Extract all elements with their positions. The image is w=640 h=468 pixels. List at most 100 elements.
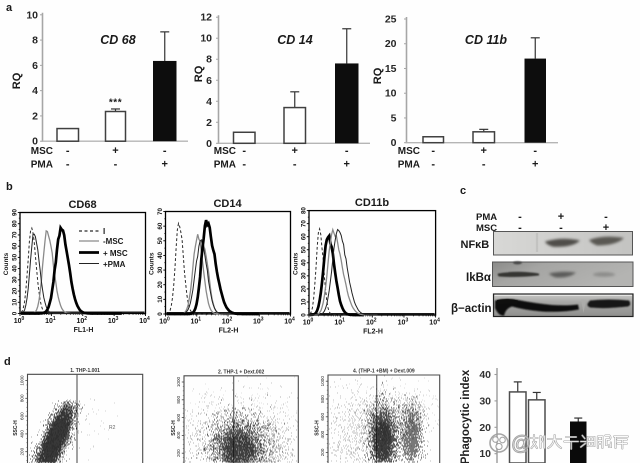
svg-text:15: 15 xyxy=(385,63,397,75)
svg-text:RQ: RQ xyxy=(193,65,205,82)
svg-text:+: + xyxy=(603,222,609,234)
svg-text:IkBα: IkBα xyxy=(466,272,491,284)
svg-text:Counts: Counts xyxy=(149,252,156,275)
svg-text:-: - xyxy=(431,159,435,171)
svg-text:40: 40 xyxy=(157,251,164,258)
svg-text:30: 30 xyxy=(12,276,19,283)
svg-text:c: c xyxy=(460,185,466,197)
svg-text:SSC-H: SSC-H xyxy=(315,420,321,436)
svg-text:104: 104 xyxy=(429,318,440,327)
svg-text:102: 102 xyxy=(222,317,233,326)
svg-text:1000: 1000 xyxy=(320,376,325,387)
svg-text:103: 103 xyxy=(398,318,409,327)
svg-text:+ MSC: + MSC xyxy=(103,249,128,258)
svg-text:10: 10 xyxy=(301,298,308,305)
svg-text:50: 50 xyxy=(12,253,19,260)
svg-text:6: 6 xyxy=(206,75,212,87)
svg-text:101: 101 xyxy=(190,317,201,326)
svg-text:2. THP-1 + Dext.002: 2. THP-1 + Dext.002 xyxy=(218,369,264,375)
svg-text:8: 8 xyxy=(206,54,212,66)
svg-text:101: 101 xyxy=(334,318,345,327)
svg-text:6: 6 xyxy=(32,60,38,72)
svg-text:-: - xyxy=(518,211,522,223)
svg-text:103: 103 xyxy=(253,317,264,326)
svg-text:-: - xyxy=(163,145,167,157)
svg-text:RQ: RQ xyxy=(11,72,23,89)
svg-text:30: 30 xyxy=(157,266,164,273)
svg-text:CD 14: CD 14 xyxy=(277,33,312,47)
svg-text:200: 200 xyxy=(20,447,25,455)
svg-text:MSC: MSC xyxy=(476,223,497,234)
svg-text:0: 0 xyxy=(301,313,308,317)
svg-text:1000: 1000 xyxy=(176,376,181,387)
svg-text:40: 40 xyxy=(479,369,491,381)
svg-text:10: 10 xyxy=(157,295,164,302)
svg-text:-: - xyxy=(345,145,349,157)
svg-text:Counts: Counts xyxy=(293,252,300,275)
svg-text:800: 800 xyxy=(320,395,325,403)
svg-text:+: + xyxy=(532,159,538,171)
svg-text:104: 104 xyxy=(139,316,150,325)
svg-text:90: 90 xyxy=(12,209,19,216)
svg-text:PMA: PMA xyxy=(476,212,497,223)
svg-text:FL1-H: FL1-H xyxy=(74,327,94,334)
svg-text:200: 200 xyxy=(176,449,181,457)
svg-text:25: 25 xyxy=(385,14,397,26)
svg-text:50: 50 xyxy=(157,237,164,244)
svg-text:400: 400 xyxy=(20,430,25,438)
svg-text:0: 0 xyxy=(391,137,397,149)
svg-text:104: 104 xyxy=(284,317,295,326)
svg-text:+: + xyxy=(481,145,487,157)
svg-text:CD 68: CD 68 xyxy=(100,33,135,47)
svg-text:0: 0 xyxy=(206,138,212,150)
svg-text:5: 5 xyxy=(391,112,397,124)
svg-text:RQ: RQ xyxy=(372,67,384,84)
svg-text:4. (THP-1 +BM) + Dext.009: 4. (THP-1 +BM) + Dext.009 xyxy=(353,369,415,375)
svg-text:20: 20 xyxy=(157,281,164,288)
svg-text:30: 30 xyxy=(479,395,491,407)
svg-text:-: - xyxy=(242,159,246,171)
svg-text:R2: R2 xyxy=(109,425,116,431)
svg-text:10: 10 xyxy=(385,88,397,100)
svg-text:+: + xyxy=(162,159,168,171)
svg-text:NFκB: NFκB xyxy=(461,239,490,251)
svg-text:d: d xyxy=(4,356,11,368)
svg-text:80: 80 xyxy=(301,207,308,214)
svg-text:101: 101 xyxy=(45,316,56,325)
svg-text:CD11b: CD11b xyxy=(355,197,390,209)
svg-text:800: 800 xyxy=(20,394,25,402)
svg-text:-: - xyxy=(559,222,563,234)
svg-text:2: 2 xyxy=(206,117,212,129)
svg-text:I: I xyxy=(103,227,105,236)
svg-text:@: @ xyxy=(511,433,531,455)
svg-text:Phagocytic index: Phagocytic index xyxy=(460,369,472,463)
svg-text:-: - xyxy=(114,159,118,171)
svg-text:12: 12 xyxy=(200,12,212,24)
svg-text:1000: 1000 xyxy=(20,375,25,386)
svg-text:400: 400 xyxy=(176,431,181,439)
svg-text:10: 10 xyxy=(12,298,19,305)
svg-text:102: 102 xyxy=(366,318,377,327)
svg-text:10: 10 xyxy=(200,33,212,45)
svg-text:-: - xyxy=(431,145,435,157)
svg-text:20: 20 xyxy=(301,285,308,292)
svg-text:CD 11b: CD 11b xyxy=(465,33,508,47)
svg-text:70: 70 xyxy=(157,208,164,215)
svg-text:+: + xyxy=(344,159,350,171)
svg-text:4: 4 xyxy=(32,85,38,97)
svg-text:Counts: Counts xyxy=(3,252,10,275)
svg-text:+: + xyxy=(558,211,564,223)
svg-text:70: 70 xyxy=(301,220,308,227)
svg-text:a: a xyxy=(6,2,13,14)
svg-text:10: 10 xyxy=(479,448,491,460)
svg-text:1. THP-1.001: 1. THP-1.001 xyxy=(70,368,100,374)
svg-text:100: 100 xyxy=(303,318,314,327)
svg-text:+: + xyxy=(112,145,118,157)
svg-text:20: 20 xyxy=(479,422,491,434)
svg-text:20: 20 xyxy=(385,38,397,50)
svg-text:102: 102 xyxy=(76,316,87,325)
svg-text:600: 600 xyxy=(176,413,181,421)
svg-text:SSC-H: SSC-H xyxy=(171,420,177,436)
svg-text:800: 800 xyxy=(176,396,181,404)
svg-text:***: *** xyxy=(109,97,122,108)
